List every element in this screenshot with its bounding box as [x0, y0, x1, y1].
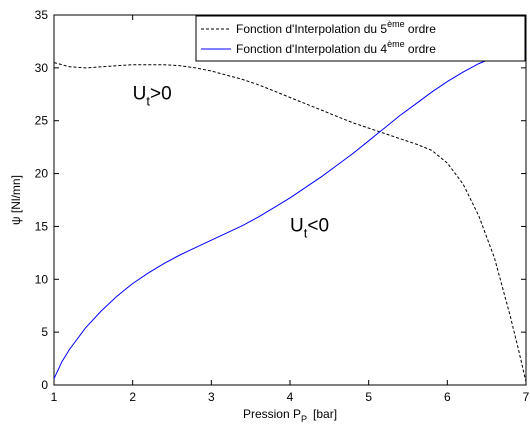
- x-tick-label: 7: [523, 390, 530, 404]
- x-tick-label: 4: [287, 390, 294, 404]
- y-axis-label: ψ [Nl/mn]: [9, 175, 23, 225]
- legend-box: [195, 15, 526, 62]
- x-tick-label: 3: [208, 390, 215, 404]
- x-tick-label: 6: [444, 390, 451, 404]
- series-4th-order-line: [53, 48, 527, 379]
- x-axis-label-unit: [bar]: [313, 407, 337, 421]
- annotations: Ut>0 Ut<0: [133, 84, 329, 241]
- series-group: [53, 48, 527, 382]
- x-tick-label: 1: [51, 390, 58, 404]
- legend: Fonction d'Interpolation du 5ème ordre F…: [195, 15, 526, 62]
- y-tick-label: 30: [35, 61, 49, 75]
- y-tick-label: 0: [41, 378, 48, 392]
- annotation-ut-positive: Ut>0: [133, 84, 172, 109]
- x-axis-label-sub: P: [301, 414, 307, 424]
- annotation-ut-negative: Ut<0: [290, 216, 329, 241]
- x-tick-label: 5: [365, 390, 372, 404]
- legend-entry-5th-suffix: ordre: [405, 22, 437, 36]
- legend-entry-5th-sup: ème: [387, 19, 405, 29]
- x-axis-label-main: Pression P: [243, 407, 301, 421]
- x-tick-labels: 1 2 3 4 5 6 7: [51, 390, 530, 404]
- y-tick-label: 25: [35, 114, 49, 128]
- y-tick-label: 20: [35, 167, 49, 181]
- x-axis-label: Pression PP [bar]: [243, 407, 337, 424]
- legend-entry-5th-prefix: Fonction d'Interpolation du 5: [236, 22, 387, 36]
- y-tick-labels: 0 5 10 15 20 25 30 35: [35, 8, 49, 392]
- y-tick-label: 5: [41, 325, 48, 339]
- series-5th-order-line: [53, 62, 527, 382]
- legend-entry-4th-order: Fonction d'Interpolation du 4ème ordre: [236, 39, 436, 56]
- legend-entry-4th-suffix: ordre: [405, 42, 437, 56]
- y-tick-label: 35: [35, 8, 49, 22]
- legend-entry-4th-sup: ème: [387, 39, 405, 49]
- legend-entry-5th-order: Fonction d'Interpolation du 5ème ordre: [236, 19, 436, 36]
- y-tick-label: 10: [35, 272, 49, 286]
- y-tick-label: 15: [35, 219, 49, 233]
- x-tick-label: 2: [129, 390, 136, 404]
- legend-entry-4th-prefix: Fonction d'Interpolation du 4: [236, 42, 387, 56]
